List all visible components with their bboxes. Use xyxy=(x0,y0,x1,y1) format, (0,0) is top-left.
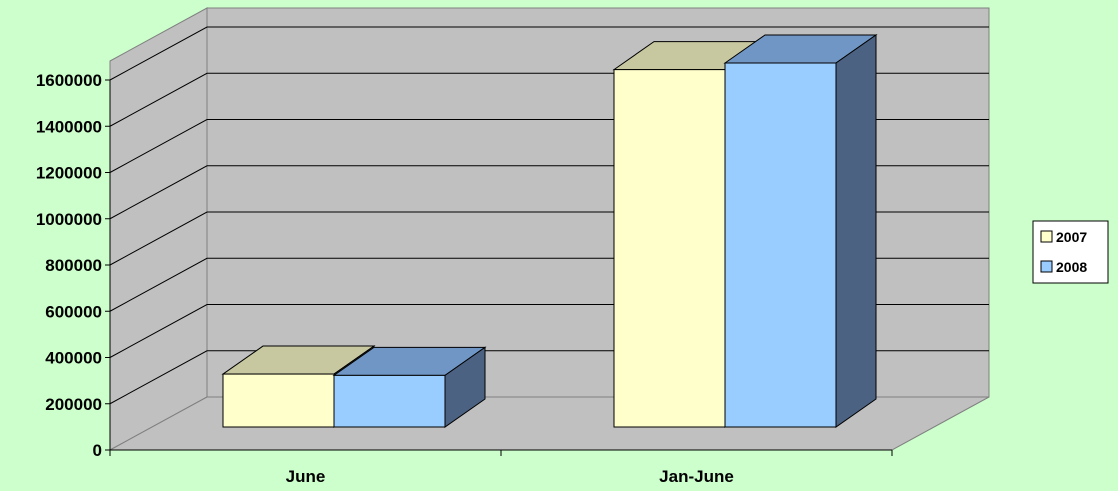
legend-swatch xyxy=(1040,230,1053,243)
legend-label: 2008 xyxy=(1056,259,1087,275)
x-axis-ticks: June Jan-June xyxy=(109,450,893,486)
legend-swatch xyxy=(1040,260,1053,273)
legend-label: 2007 xyxy=(1056,229,1087,245)
bar xyxy=(332,346,487,428)
y-axis-ticks: 0 200000 400000 600000 800000 1000000 1200000 1… xyxy=(36,71,110,460)
bar-front xyxy=(613,69,726,428)
bar-front xyxy=(222,373,335,428)
y-tick-label: 800000 xyxy=(45,256,102,275)
x-tick-label: June xyxy=(286,467,326,486)
y-tick-label: 200000 xyxy=(45,395,102,414)
side-wall xyxy=(109,7,208,451)
y-tick-label: 1400000 xyxy=(36,117,102,136)
x-tick-label: Jan-June xyxy=(659,467,734,486)
y-tick-label: 600000 xyxy=(45,302,102,321)
gridline xyxy=(109,26,989,81)
bar-front xyxy=(333,374,446,428)
y-tick-label: 1200000 xyxy=(36,164,102,183)
legend-box xyxy=(1032,220,1109,284)
legend: 2007 2008 xyxy=(1032,220,1109,284)
bar-side xyxy=(835,34,877,428)
bar xyxy=(723,34,878,428)
y-tick-label: 1600000 xyxy=(36,71,102,90)
bar-front xyxy=(724,62,837,428)
bars xyxy=(221,34,878,428)
y-tick-label: 0 xyxy=(93,441,102,460)
y-tick-label: 400000 xyxy=(45,349,102,368)
y-tick-label: 1000000 xyxy=(36,210,102,229)
